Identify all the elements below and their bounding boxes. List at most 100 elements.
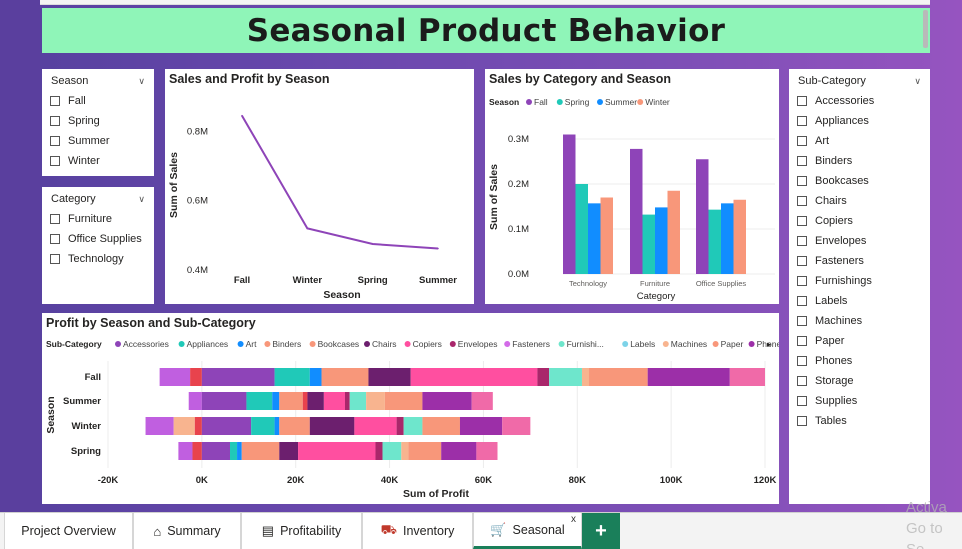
checkbox[interactable] [50, 136, 60, 146]
checkbox[interactable] [797, 336, 807, 346]
checkbox[interactable] [797, 356, 807, 366]
tab-summary[interactable]: ⌂ Summary [133, 513, 241, 549]
profit-season-subcategory-chart[interactable]: Profit by Season and Sub-Category Sub-Ca… [42, 313, 779, 504]
checkbox[interactable] [797, 116, 807, 126]
legend-marker [556, 99, 563, 105]
checkbox[interactable] [797, 216, 807, 226]
slicer-option-furniture[interactable]: Furniture [42, 209, 154, 229]
tab-project-overview[interactable]: Project Overview [4, 513, 133, 549]
tab-label: Profitability [280, 524, 342, 538]
stacked-bar-segment [272, 392, 280, 410]
slicer-option-label: Summer [68, 135, 110, 147]
tab-inventory[interactable]: ⛟ Inventory [362, 513, 473, 549]
checkbox[interactable] [797, 316, 807, 326]
checkbox[interactable] [797, 176, 807, 186]
legend-label: Spring [565, 97, 590, 107]
tab-seasonal[interactable]: 🛒 Seasonal x [473, 513, 582, 549]
stacked-bar-segment [354, 417, 397, 435]
checkbox[interactable] [50, 234, 60, 244]
stacked-bar-segment [375, 442, 383, 460]
slicer-option-fasteners[interactable]: Fasteners [789, 251, 930, 271]
season-slicer-header[interactable]: Season ∨ [42, 69, 154, 91]
slicer-option-tables[interactable]: Tables [789, 411, 930, 431]
checkbox[interactable] [50, 254, 60, 264]
checkbox[interactable] [797, 416, 807, 426]
legend-title: Sub-Category [46, 339, 102, 349]
slicer-option-furnishings[interactable]: Furnishings [789, 271, 930, 291]
slicer-option-labels[interactable]: Labels [789, 291, 930, 311]
slicer-option-copiers[interactable]: Copiers [789, 211, 930, 231]
checkbox[interactable] [50, 214, 60, 224]
slicer-option-label: Accessories [815, 95, 875, 107]
subcategory-option-list: Accessories Appliances Art Binders Bookcases… [789, 91, 930, 431]
legend-label: Copiers [413, 339, 442, 349]
chevron-down-icon[interactable]: ∨ [914, 75, 921, 86]
slicer-option-envelopes[interactable]: Envelopes [789, 231, 930, 251]
legend-marker [364, 341, 370, 347]
slicer-option-spring[interactable]: Spring [42, 111, 154, 131]
slicer-option-office-supplies[interactable]: Office Supplies [42, 229, 154, 249]
chevron-down-icon[interactable]: ∨ [138, 193, 145, 204]
line-data-point [241, 114, 243, 117]
stacked-bar-segment [241, 442, 280, 460]
slicer-option-summer[interactable]: Summer [42, 131, 154, 151]
checkbox[interactable] [797, 96, 807, 106]
tab-label: Summary [167, 524, 221, 538]
slicer-option-chairs[interactable]: Chairs [789, 191, 930, 211]
stacked-bar-segment [476, 442, 498, 460]
checkbox[interactable] [797, 136, 807, 146]
stacked-bar-segment [382, 442, 402, 460]
slicer-option-fall[interactable]: Fall [42, 91, 154, 111]
checkbox[interactable] [797, 376, 807, 386]
subcategory-slicer: Sub-Category ∨ Accessories Appliances Art B… [789, 69, 930, 504]
checkbox[interactable] [50, 116, 60, 126]
legend-marker [115, 341, 121, 347]
category-slicer-header[interactable]: Category ∨ [42, 187, 154, 209]
x-tick-label: Spring [358, 275, 388, 286]
legend-marker [449, 341, 456, 347]
slicer-option-bookcases[interactable]: Bookcases [789, 171, 930, 191]
x-axis-title: Season [323, 289, 360, 301]
legend-label: Labels [630, 339, 655, 349]
stacked-bar-segment [173, 417, 195, 435]
checkbox[interactable] [797, 296, 807, 306]
slicer-option-storage[interactable]: Storage [789, 371, 930, 391]
slicer-option-phones[interactable]: Phones [789, 351, 930, 371]
slicer-option-label: Supplies [815, 395, 858, 407]
tab-profitability[interactable]: ▤ Profitability [241, 513, 362, 549]
checkbox[interactable] [797, 256, 807, 266]
slicer-option-machines[interactable]: Machines [789, 311, 930, 331]
add-page-button[interactable]: + [582, 513, 620, 549]
sales-line-series [241, 115, 439, 250]
chevron-down-icon[interactable]: ∨ [138, 75, 145, 86]
slicer-option-paper[interactable]: Paper [789, 331, 930, 351]
sales-profit-line-chart[interactable]: Sales and Profit by Season 0.4M 0.6M 0.8M F… [165, 69, 474, 304]
slicer-option-technology[interactable]: Technology [42, 249, 154, 269]
stacked-bar-segment [274, 417, 280, 435]
title-scrollbar[interactable] [923, 10, 928, 48]
checkbox[interactable] [797, 236, 807, 246]
close-tab-icon[interactable]: x [571, 514, 576, 525]
category-slicer: Category ∨ Furniture Office Supplies Tec… [42, 187, 154, 304]
bar-winter [733, 199, 746, 274]
slicer-option-winter[interactable]: Winter [42, 151, 154, 171]
slicer-option-label: Furniture [68, 213, 113, 225]
checkbox[interactable] [797, 396, 807, 406]
slicer-option-art[interactable]: Art [789, 131, 930, 151]
checkbox[interactable] [50, 96, 60, 106]
slicer-option-appliances[interactable]: Appliances [789, 111, 930, 131]
subcategory-slicer-header[interactable]: Sub-Category ∨ [789, 69, 930, 91]
stacked-bar-segment [201, 368, 275, 386]
category-season-bar-chart[interactable]: Sales by Category and Season Season Fall S… [485, 69, 779, 304]
checkbox[interactable] [50, 156, 60, 166]
checkbox[interactable] [797, 196, 807, 206]
checkbox[interactable] [797, 156, 807, 166]
slicer-option-supplies[interactable]: Supplies [789, 391, 930, 411]
stacked-bar-segment [321, 368, 369, 386]
slicer-option-accessories[interactable]: Accessories [789, 91, 930, 111]
stacked-bar-segment [307, 392, 324, 410]
slicer-option-binders[interactable]: Binders [789, 151, 930, 171]
stacked-bar-segment [192, 442, 202, 460]
line-data-point [437, 247, 439, 250]
checkbox[interactable] [797, 276, 807, 286]
